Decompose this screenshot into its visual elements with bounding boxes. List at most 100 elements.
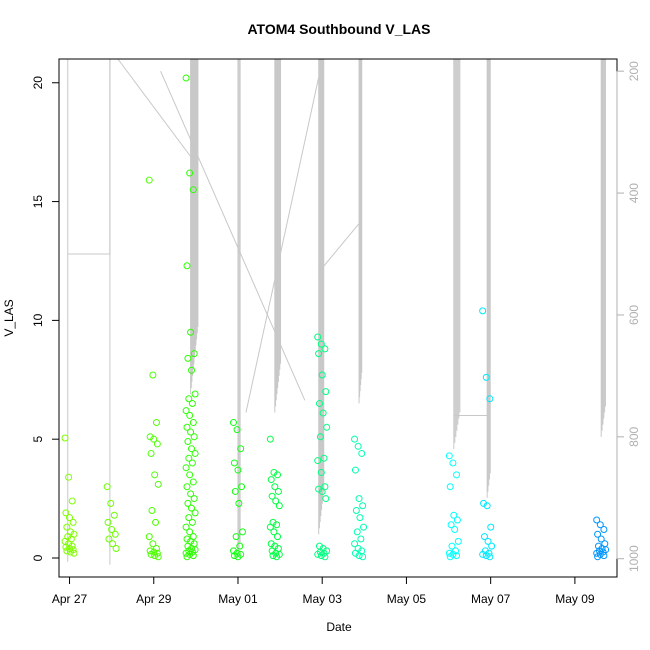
data-point [593,516,601,524]
data-point [479,550,487,558]
data-point [185,395,193,403]
data-point [315,485,323,493]
y-axis-label: V_LAS [2,299,16,336]
y-tick-label: 15 [31,195,45,209]
data-point [147,550,155,558]
data-point [148,506,156,514]
data-point [482,373,490,381]
data-point [484,537,492,545]
data-point [594,553,602,561]
data-point [183,423,191,431]
data-point [186,411,194,419]
data-point [231,487,239,495]
data-point [182,549,190,557]
data-point [353,528,361,536]
data-point [110,511,118,519]
x-tick-label: May 05 [387,592,427,606]
y-tick-label: 20 [31,76,45,90]
data-point [480,533,488,541]
data-point [69,518,77,526]
x-tick-label: May 03 [303,592,343,606]
data-point [314,550,322,558]
y-axis: 0 5 10 15 20 [31,76,60,561]
data-point [185,454,193,462]
data-point [351,435,359,443]
data-point [272,497,280,505]
data-point [355,495,363,503]
data-point [596,521,604,529]
data-point [593,549,601,557]
data-point [183,262,191,270]
data-point [183,483,191,491]
data-point [189,552,197,560]
pressure-transit [117,58,192,157]
data-point [105,535,113,543]
data-point [182,523,190,531]
secondary-pressure-axis: 200 400 600 800 1000 [616,61,641,572]
data-point [600,552,608,560]
data-point [183,553,191,561]
data-point [109,540,117,548]
data-point [107,499,115,507]
data-point [153,440,161,448]
data-point [188,366,196,374]
data-point [185,514,193,522]
data-point [316,400,324,408]
data-point [450,511,458,519]
data-point [451,525,459,533]
data-point [268,492,276,500]
data-point [111,530,119,538]
data-point [235,499,243,507]
x-tick-label: May 01 [218,592,258,606]
data-point [446,553,454,561]
data-point [229,547,237,555]
data-point [448,542,456,550]
data-point [152,419,160,427]
data-point [317,552,325,560]
data-point [483,502,491,510]
data-point [486,553,494,561]
data-point [351,466,359,474]
data-point [318,371,326,379]
data-point [182,407,190,415]
x-axis: Apr 27 Apr 29 May 01 May 03 May 05 May 07 May … [52,576,595,606]
data-point [183,535,191,543]
data-point [147,449,155,457]
data-point [479,307,487,315]
data-point [190,350,198,358]
data-point [357,535,365,543]
data-point [188,518,196,526]
data-point [191,390,199,398]
data-point [322,388,330,396]
y2-tick-label: 800 [627,427,641,447]
data-point [63,523,71,531]
data-point [322,495,330,503]
data-point [184,354,192,362]
data-point [103,483,111,491]
data-point [480,499,488,507]
data-point [186,169,194,177]
data-point [146,547,154,555]
data-point [359,553,367,561]
pressure-transit [245,77,320,413]
x-tick-label: May 09 [555,592,595,606]
data-point [314,333,322,341]
x-tick-label: Apr 29 [136,592,172,606]
data-point [238,528,246,536]
data-point [154,553,162,561]
data-point [351,540,359,548]
data-point [70,549,78,557]
data-point [184,542,192,550]
data-point [61,434,69,442]
y2-tick-label: 600 [627,305,641,325]
data-point [275,502,283,510]
data-point [595,542,603,550]
data-point [267,476,275,484]
data-point [145,176,153,184]
data-point [146,433,154,441]
pressure-transit [160,70,306,401]
y-tick-label: 10 [31,313,45,327]
data-point [274,533,282,541]
data-point [65,473,73,481]
data-point [232,533,240,541]
